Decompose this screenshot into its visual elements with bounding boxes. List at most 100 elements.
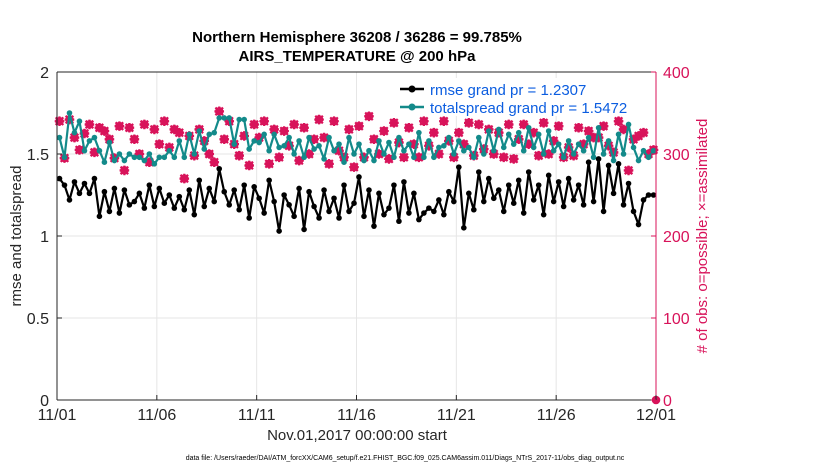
obs-assimilated-marker <box>354 121 364 131</box>
spread-point <box>600 151 607 157</box>
obs-assimilated-marker <box>269 124 279 135</box>
rmse-point <box>520 210 527 216</box>
spread-point <box>605 138 612 144</box>
spread-point <box>530 144 537 151</box>
rmse-point <box>480 198 487 205</box>
y-right-axis-label: # of obs: o=possible; ×=assimilated <box>694 119 711 354</box>
obs-assimilated-marker <box>74 145 85 155</box>
rmse-point <box>316 215 322 221</box>
spread-point <box>615 131 622 138</box>
spread-point <box>426 138 432 144</box>
spread-point <box>520 147 527 154</box>
rmse-point <box>91 175 98 182</box>
rmse-point <box>565 175 572 182</box>
spread-point <box>291 151 297 157</box>
obs-assimilated-marker <box>598 121 609 131</box>
spread-point <box>246 146 252 152</box>
obs-assimilated-marker <box>553 121 564 131</box>
rmse-point <box>371 223 377 229</box>
spread-point <box>505 131 512 138</box>
spread-point <box>166 147 173 154</box>
spread-point <box>321 156 327 162</box>
obs-assimilated-marker <box>264 159 274 169</box>
rmse-point <box>630 208 637 215</box>
rmse-point <box>141 205 148 211</box>
spread-point <box>446 134 452 141</box>
obs-assimilated-marker <box>473 119 484 130</box>
y-right-tick-label: 200 <box>663 229 690 246</box>
spread-point <box>111 157 118 164</box>
spread-point <box>495 126 502 133</box>
obs-assimilated-marker <box>464 118 474 128</box>
spread-point <box>316 143 322 149</box>
rmse-point <box>101 188 108 195</box>
chart-title-line1: Northern Hemisphere 36208 / 36286 = 99.7… <box>192 29 522 46</box>
legend-box <box>398 78 650 116</box>
spread-point <box>645 154 652 161</box>
spread-point <box>411 154 417 161</box>
spread-point <box>475 134 482 141</box>
spread-point <box>515 129 522 136</box>
obs-assimilated-marker <box>523 139 534 149</box>
obs-assimilated-marker <box>449 152 459 163</box>
rmse-point <box>555 179 562 185</box>
spread-point <box>311 146 317 152</box>
obs-assimilated-marker <box>344 124 354 135</box>
rmse-point <box>625 180 632 187</box>
spread-point <box>595 124 602 131</box>
spread-point <box>241 116 247 123</box>
obs-assimilated-marker <box>174 127 185 138</box>
rmse-point <box>216 165 223 172</box>
rmse-point <box>241 182 247 188</box>
obs-assimilated-marker <box>608 147 619 158</box>
spread-point <box>141 157 148 164</box>
rmse-point <box>456 164 462 170</box>
rmse-point <box>351 200 357 206</box>
legend: rmse grand pr = 1.2307 totalspread grand… <box>398 78 650 117</box>
rmse-point <box>461 225 467 231</box>
legend-rmse-marker <box>408 85 416 93</box>
obs-assimilated-marker <box>284 141 294 151</box>
rmse-point <box>276 228 282 234</box>
series-layer <box>54 106 661 405</box>
spread-point <box>66 110 73 116</box>
spread-point <box>71 129 78 136</box>
spread-point <box>286 134 292 141</box>
rmse-point <box>336 215 342 221</box>
rmse-point <box>421 210 427 216</box>
obs-assimilated-marker <box>164 142 175 153</box>
obs-assimilated-marker <box>134 149 145 159</box>
obs-assimilated-marker <box>543 149 554 159</box>
spread-point <box>81 147 88 154</box>
spread-point <box>406 141 412 147</box>
obs-assimilated-marker <box>279 126 289 136</box>
rmse-point <box>386 205 392 211</box>
rmse-point <box>490 195 497 202</box>
obs-assimilated-marker <box>424 141 434 151</box>
rmse-point <box>66 197 73 203</box>
spread-point <box>466 144 472 151</box>
rmse-point <box>505 182 512 188</box>
spread-point <box>381 151 387 157</box>
rmse-point <box>341 182 347 188</box>
rmse-point <box>286 202 292 208</box>
obs-assimilated-marker <box>638 127 649 138</box>
spread-point <box>575 141 582 147</box>
rmse-point <box>211 198 218 205</box>
rmse-point <box>510 200 517 206</box>
rmse-point <box>321 187 327 193</box>
spread-point <box>635 157 642 164</box>
spread-point <box>281 143 287 149</box>
spread-point <box>431 154 437 161</box>
obs-assimilated-marker <box>209 157 220 167</box>
y-right-tick-label: 0 <box>663 393 672 410</box>
rmse-point <box>156 185 163 192</box>
spread-point <box>610 157 617 164</box>
rmse-point <box>366 187 372 193</box>
rmse-point <box>151 203 158 210</box>
rmse-point <box>650 192 657 198</box>
obs-assimilated-marker <box>384 154 394 164</box>
obs-assimilated-marker <box>618 124 629 135</box>
spread-point <box>126 151 133 157</box>
spread-point <box>156 154 163 161</box>
